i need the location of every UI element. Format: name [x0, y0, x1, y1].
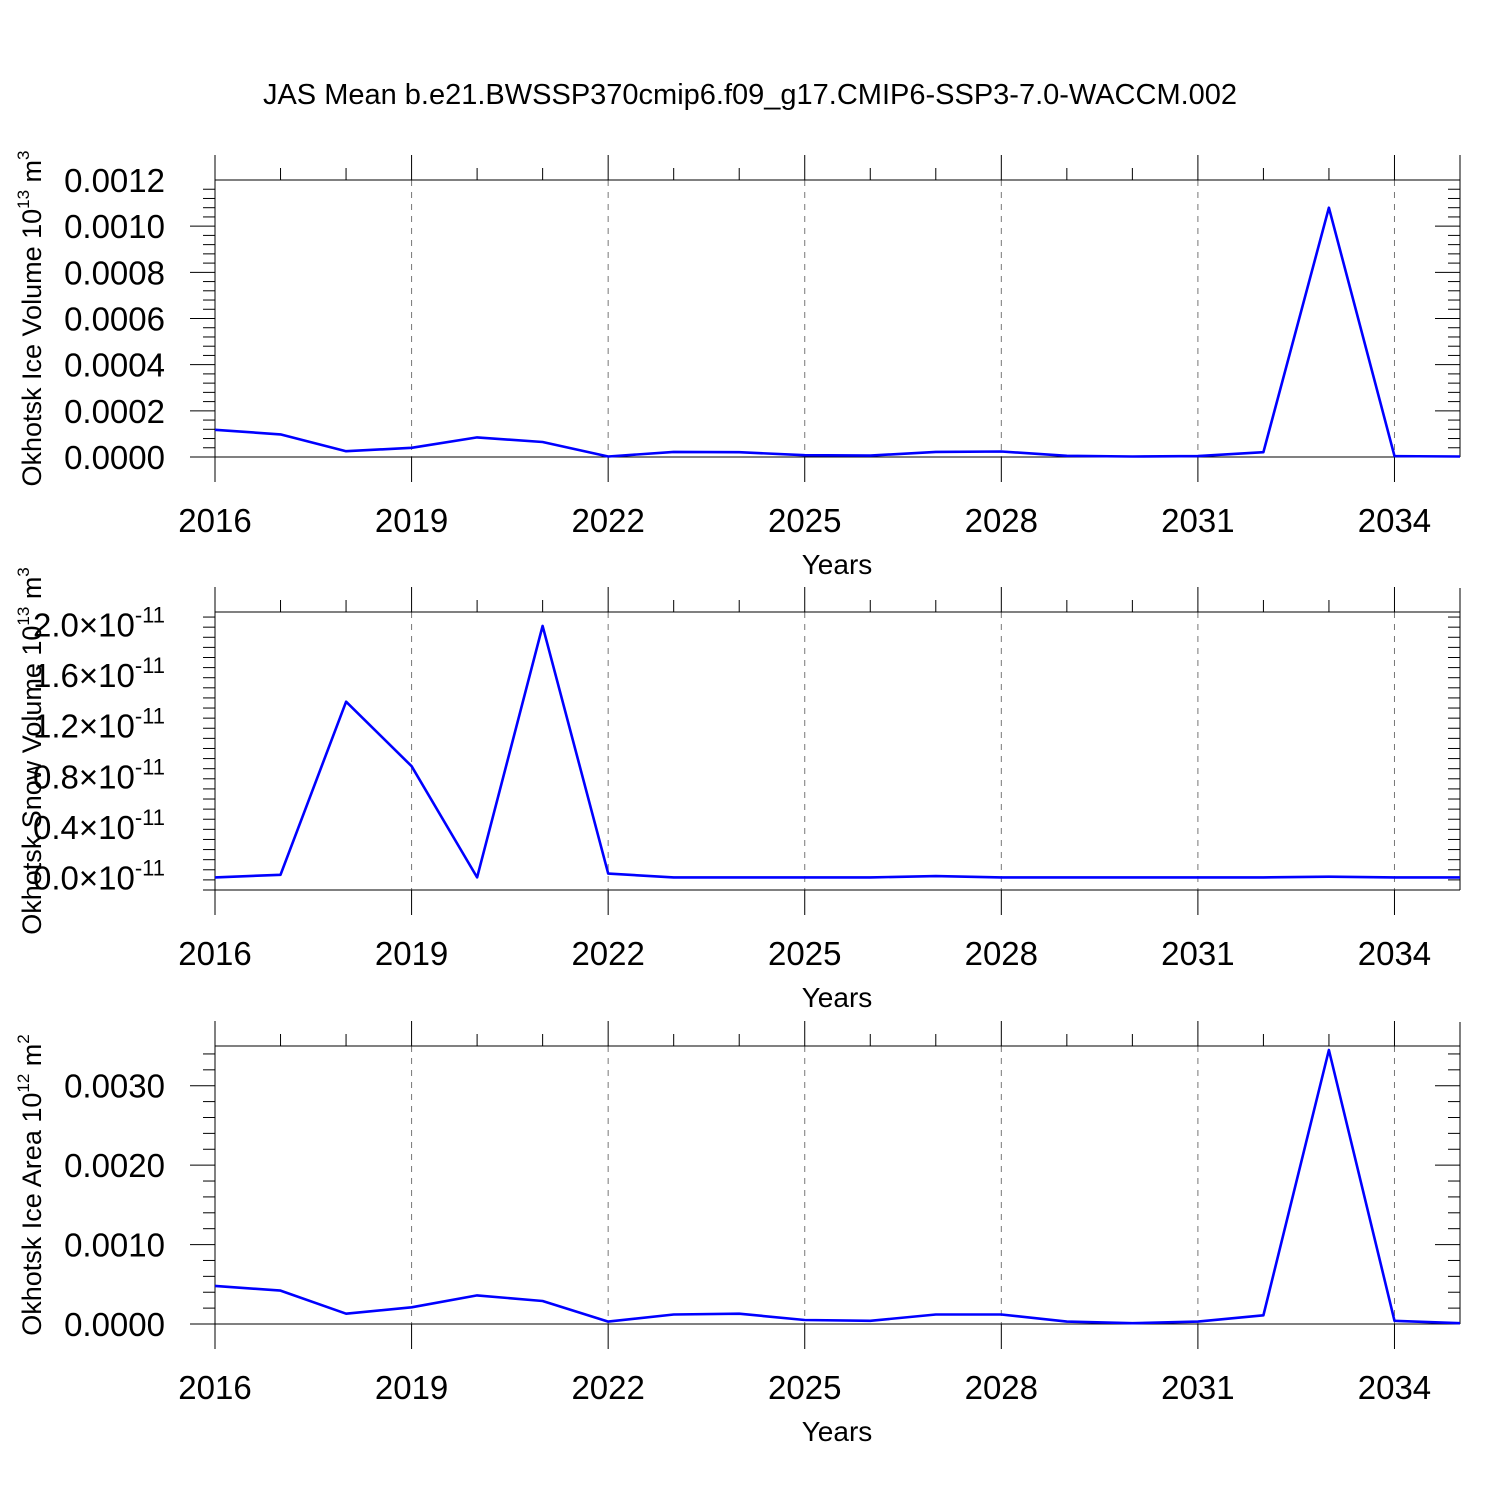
- series-line: [214, 206, 1461, 458]
- y-tick-label: 0.0006: [64, 301, 165, 338]
- y-tick-label: 0.0020: [64, 1147, 165, 1184]
- x-tick-label: 2016: [178, 1369, 251, 1406]
- x-tick-label: 2022: [571, 935, 644, 972]
- chart-panels: 2016 2019 2022 2025 2028 2031 2034 0.0000 0.0002…: [14, 150, 1461, 1447]
- x-tick-label: 2022: [571, 502, 644, 539]
- x-tick-label: 2034: [1358, 502, 1431, 539]
- panel-1: 2016 2019 2022 2025 2028 2031 2034 0.0000 0.0002…: [14, 150, 1461, 580]
- y-tick-label: 0.0×10-11: [33, 855, 165, 896]
- y-axis-label: Okhotsk Ice Area 1012 m2: [14, 1034, 47, 1336]
- x-tick-label: 2025: [768, 1369, 841, 1406]
- panel-3: 2016 2019 2022 2025 2028 2031 2034 0.0000 0.0010…: [14, 1021, 1461, 1447]
- y-tick-label: 0.0008: [64, 254, 165, 291]
- x-axis-label: Years: [802, 1416, 873, 1447]
- y-tick-label: 0.0010: [64, 1227, 165, 1264]
- x-tick-label: 2025: [768, 935, 841, 972]
- y-tick-label: 1.6×10-11: [33, 653, 165, 694]
- x-tick-label: 2031: [1161, 935, 1234, 972]
- x-tick-label: 2031: [1161, 1369, 1234, 1406]
- x-tick-label: 2022: [571, 1369, 644, 1406]
- x-tick-label: 2028: [965, 935, 1038, 972]
- x-tick-label: 2034: [1358, 935, 1431, 972]
- y-tick-label: 0.8×10-11: [33, 754, 165, 795]
- y-tick-label: 0.0004: [64, 347, 165, 384]
- y-axis-label: Okhotsk Snow Volume 1013 m3: [14, 567, 47, 935]
- y-tick-label: 0.0002: [64, 393, 165, 430]
- y-tick-label: 0.4×10-11: [33, 805, 165, 846]
- x-tick-label: 2019: [375, 502, 448, 539]
- x-tick-label: 2016: [178, 502, 251, 539]
- x-tick-label: 2028: [965, 502, 1038, 539]
- x-tick-label: 2025: [768, 502, 841, 539]
- x-tick-label: 2031: [1161, 502, 1234, 539]
- y-tick-label: 0.0012: [64, 162, 165, 199]
- x-axis-label: Years: [802, 549, 873, 580]
- y-tick-label: 0.0000: [64, 1306, 165, 1343]
- x-tick-label: 2019: [375, 1369, 448, 1406]
- x-tick-label: 2016: [178, 935, 251, 972]
- y-tick-label: 0.0030: [64, 1068, 165, 1105]
- x-tick-label: 2019: [375, 935, 448, 972]
- x-axis-label: Years: [802, 982, 873, 1013]
- series-line: [214, 1048, 1461, 1325]
- series-line: [214, 624, 1460, 879]
- panel-2: 2016 2019 2022 2025 2028 2031 2034 0.0×10-11 0.4…: [14, 567, 1461, 1013]
- y-axis-label: Okhotsk Ice Volume 1013 m3: [14, 150, 47, 486]
- y-tick-label: 0.0010: [64, 208, 165, 245]
- x-tick-label: 2028: [965, 1369, 1038, 1406]
- x-tick-label: 2034: [1358, 1369, 1431, 1406]
- y-tick-label: 1.2×10-11: [33, 704, 165, 745]
- y-tick-label: 0.0000: [64, 439, 165, 476]
- chart-title: JAS Mean b.e21.BWSSP370cmip6.f09_g17.CMI…: [263, 79, 1237, 111]
- y-tick-label: 2.0×10-11: [33, 603, 165, 644]
